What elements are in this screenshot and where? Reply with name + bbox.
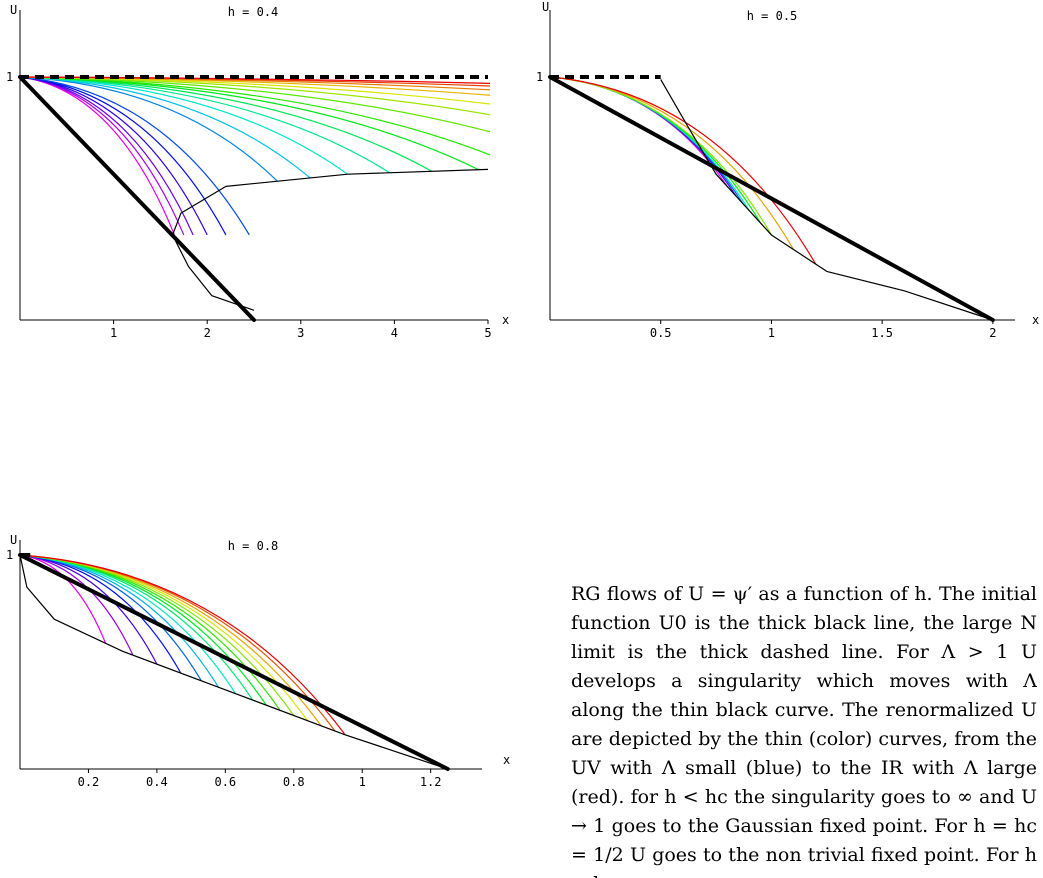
- x-axis-label: x: [503, 753, 510, 767]
- y-tick-label: 1: [536, 70, 543, 84]
- flow-curve: [550, 76, 744, 204]
- x-tick-label: 0.8: [283, 775, 305, 789]
- x-tick-label: 1: [768, 326, 775, 340]
- flow-curve: [20, 554, 346, 736]
- plot-area: 1 2 3 4 5 1: [6, 10, 492, 340]
- flow-curve: [20, 76, 490, 116]
- y-tick-label: 1: [6, 548, 13, 562]
- singular-curve: [171, 168, 489, 311]
- flow-curve: [550, 76, 761, 224]
- chart-title: h = 0.8: [228, 539, 279, 553]
- flow-curve: [20, 554, 336, 732]
- singular-curve: [20, 554, 448, 770]
- x-tick-label: 1.2: [420, 775, 442, 789]
- chart-panel-h08: h = 0.8 U x 0.2 0.4 0.6 0.8 1 1.2 1: [6, 533, 510, 789]
- x-tick-label: 0.6: [214, 775, 236, 789]
- flow-curve: [20, 554, 267, 706]
- y-axis-label: U: [10, 3, 17, 17]
- y-axis-label: U: [542, 0, 549, 14]
- initial-line: [18, 75, 256, 322]
- chart-panel-h05: h = 0.5 U x 0.5 1 1.5 2 1: [536, 0, 1039, 340]
- flow-curve: [20, 76, 311, 179]
- x-tick-label: 5: [484, 326, 491, 340]
- flow-curve: [20, 554, 308, 721]
- singular-curve: [660, 79, 994, 321]
- flow-curve: [550, 76, 750, 211]
- flow-curve: [550, 76, 772, 236]
- flow-curve: [550, 76, 795, 250]
- flow-curve: [20, 554, 281, 711]
- flow-curve: [20, 76, 278, 182]
- x-tick-label: 2: [989, 326, 996, 340]
- x-tick-label: 2: [204, 326, 211, 340]
- flow-curve: [20, 76, 348, 175]
- y-axis-label: U: [10, 533, 17, 547]
- y-tick-label: 1: [6, 70, 13, 84]
- flow-curve: [20, 76, 490, 133]
- initial-line: [18, 553, 450, 771]
- flow-curve: [20, 76, 208, 236]
- x-tick-label: 0.4: [146, 775, 168, 789]
- flow-curve: [550, 76, 737, 197]
- flow-curve: [20, 76, 227, 236]
- x-axis-label: x: [1032, 313, 1039, 327]
- plot-area: 0.2 0.4 0.6 0.8 1 1.2 1: [6, 540, 482, 789]
- x-tick-label: 0.2: [78, 775, 100, 789]
- x-tick-label: 1: [110, 326, 117, 340]
- chart-title: h = 0.5: [747, 9, 798, 23]
- flow-curve: [20, 76, 490, 156]
- flow-curve: [20, 76, 194, 236]
- chart-title: h = 0.4: [228, 5, 279, 19]
- x-tick-label: 3: [297, 326, 304, 340]
- x-tick-label: 1: [359, 775, 366, 789]
- x-axis-label: x: [502, 313, 509, 327]
- chart-panel-h04: h = 0.4 U x 1 2 3 4 5 1: [6, 3, 509, 340]
- figure-caption: RG flows of U = ψ′ as a function of h. T…: [571, 583, 1037, 878]
- plot-area: 0.5 1 1.5 2 1: [536, 10, 1015, 340]
- flow-curve: [20, 76, 250, 236]
- x-tick-label: 1.5: [871, 326, 893, 340]
- flow-curve: [20, 554, 134, 656]
- flow-curve: [550, 76, 817, 265]
- x-tick-label: 4: [391, 326, 398, 340]
- flow-curve: [20, 554, 295, 716]
- flow-curve: [20, 554, 322, 727]
- x-tick-label: 0.5: [650, 326, 672, 340]
- initial-line: [548, 75, 995, 322]
- flow-curve: [20, 76, 490, 105]
